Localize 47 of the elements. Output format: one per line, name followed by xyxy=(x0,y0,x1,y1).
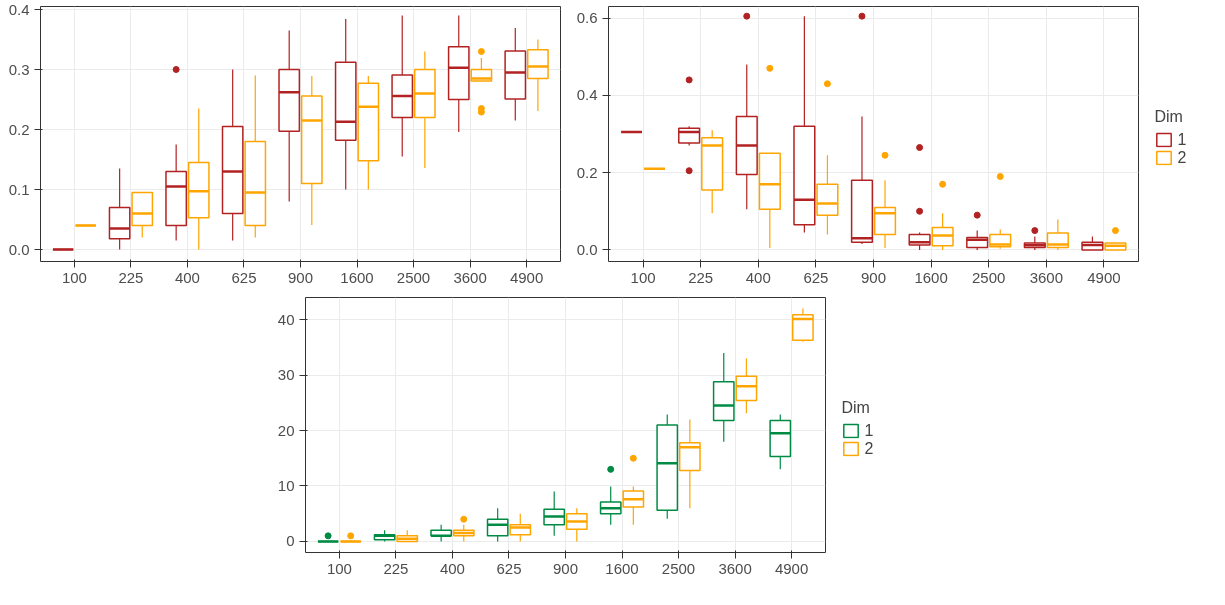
y-tick-label: 30 xyxy=(277,366,295,384)
y-tick-label: 40 xyxy=(277,310,295,328)
y-tick-label: 0.2 xyxy=(8,120,30,138)
x-tick-label: 400 xyxy=(174,268,200,286)
x-tick-label: 225 xyxy=(118,268,144,286)
legend-label: 1 xyxy=(1177,130,1188,148)
x-tick-label: 100 xyxy=(61,268,87,286)
x-tick-label: 900 xyxy=(287,268,314,286)
x-tick-label: 2500 xyxy=(396,268,431,286)
y-tick-label: 0.0 xyxy=(8,240,30,258)
x-tick-label: 4900 xyxy=(509,268,544,286)
x-tick-label: 3600 xyxy=(453,268,487,286)
x-tick-label: 1600 xyxy=(340,268,374,286)
y-tick-label: 0.2 xyxy=(576,163,598,181)
x-tick-label: 3600 xyxy=(1029,268,1064,286)
y-tick-label: 0.4 xyxy=(8,0,30,18)
y-tick-label: 0.1 xyxy=(8,180,30,198)
y-tick-label: 20 xyxy=(277,421,295,439)
x-tick-label: 900 xyxy=(552,559,579,577)
legend-label: 1 xyxy=(864,421,875,439)
x-tick-label: 2500 xyxy=(661,559,696,577)
x-tick-label: 225 xyxy=(383,559,409,577)
x-tick-label: 100 xyxy=(630,268,656,286)
x-tick-label: 900 xyxy=(860,268,887,286)
x-tick-label: 225 xyxy=(688,268,714,286)
x-tick-label: 1600 xyxy=(605,559,639,577)
y-tick-label: 0.3 xyxy=(8,60,30,78)
legend-label: 2 xyxy=(1177,148,1188,166)
x-tick-label: 625 xyxy=(803,268,829,286)
x-tick-label: 625 xyxy=(231,268,257,286)
x-tick-label: 1600 xyxy=(914,268,948,286)
x-tick-label: 2500 xyxy=(972,268,1006,286)
y-tick-label: 0.0 xyxy=(576,240,598,258)
x-tick-label: 400 xyxy=(745,268,771,286)
y-tick-label: 0.6 xyxy=(576,9,598,27)
legend-label: 2 xyxy=(864,439,875,457)
y-tick-label: 10 xyxy=(277,476,295,494)
legend-title: Dim xyxy=(841,398,871,416)
y-tick-label: 0 xyxy=(286,532,295,550)
x-tick-label: 100 xyxy=(326,559,352,577)
x-tick-label: 3600 xyxy=(718,559,752,577)
legend-title: Dim xyxy=(1154,107,1184,125)
x-tick-label: 4900 xyxy=(774,559,809,577)
x-tick-label: 625 xyxy=(496,559,522,577)
x-tick-label: 400 xyxy=(439,559,465,577)
x-tick-label: 4900 xyxy=(1087,268,1121,286)
y-tick-label: 0.4 xyxy=(576,86,598,104)
